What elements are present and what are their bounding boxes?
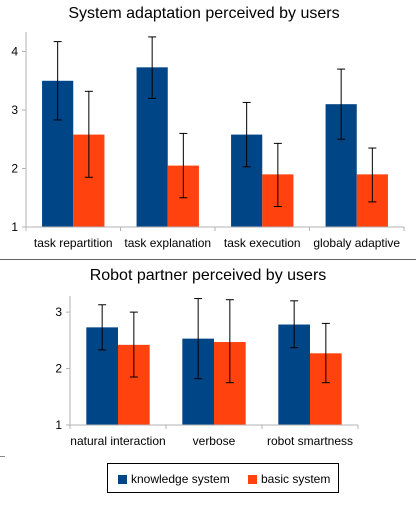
chart-title: Robot partner perceived by users [90,267,327,284]
y-tick-label: 4 [11,45,18,59]
chart-robot-partner: Robot partner perceived by users 1 2 3 natu… [55,267,359,448]
y-tick-label: 2 [55,362,62,376]
y-tick-label: 2 [11,162,18,176]
y-tick-label: 1 [11,220,18,234]
y-tick-label: 1 [55,418,62,432]
legend-label-basic: basic system [261,472,331,486]
y-tick-label: 3 [11,103,18,117]
legend-item-basic: basic system [248,472,330,486]
chart-title: System adaptation perceived by users [68,5,339,22]
bottom-divider [0,456,5,457]
legend-label-knowledge: knowledge system [131,472,230,486]
x-category-label: task explanation [124,236,211,250]
x-category-label: natural interaction [70,434,165,448]
x-category-label: verbose [193,434,236,448]
x-category-label: globaly adaptive [313,236,400,250]
y-tick-label: 3 [55,305,62,319]
chart-system-adaptation: System adaptation perceived by users 1 2 3… [11,5,405,250]
x-category-label: task execution [224,236,301,250]
legend-swatch-basic [248,475,257,484]
legend-swatch-knowledge [118,475,127,484]
legend-item-knowledge: knowledge system [118,472,230,486]
x-category-label: robot smartness [267,434,353,448]
chart-separator [0,259,416,260]
x-category-label: task repartition [34,236,113,250]
legend: knowledge system basic system [107,463,339,493]
